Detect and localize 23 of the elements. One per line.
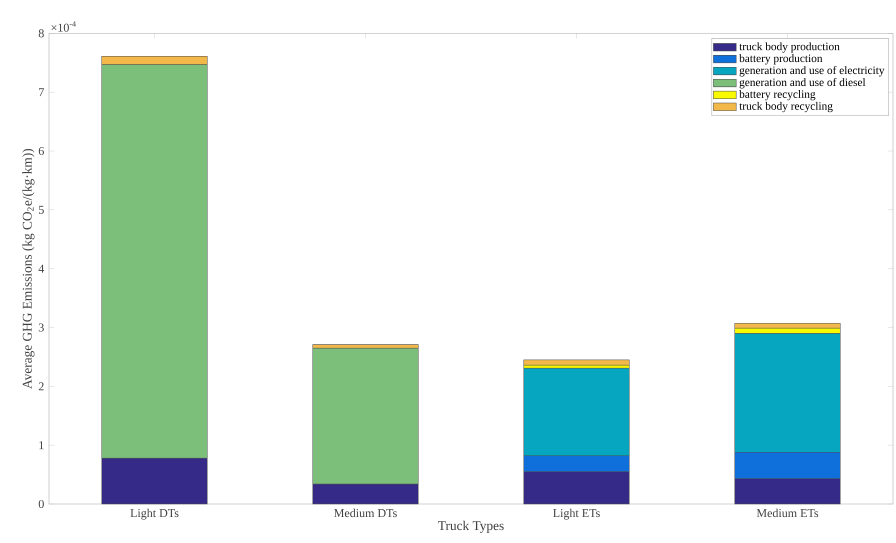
legend-label: battery recycling bbox=[739, 90, 816, 100]
y-tick-label: 4 bbox=[38, 264, 44, 273]
y-tick-label: 0 bbox=[38, 500, 44, 508]
legend-label: truck body recycling bbox=[739, 102, 833, 112]
x-tick-label: Medium ETs bbox=[756, 508, 818, 518]
x-tick-label: Light DTs bbox=[130, 508, 179, 520]
y-tick-label: 5 bbox=[38, 206, 44, 214]
y-tick-label: 2 bbox=[38, 382, 44, 390]
y-tick-label: 1 bbox=[39, 441, 44, 450]
x-tick-label: Light ETs bbox=[553, 508, 600, 520]
x-tick-label: Medium DTs bbox=[334, 508, 397, 518]
y-tick-label: 8 bbox=[38, 29, 44, 38]
y-tick-label: 6 bbox=[38, 146, 44, 156]
x-axis-title: Truck Types bbox=[438, 520, 504, 533]
bar bbox=[523, 360, 630, 366]
text: ×10$^{-4}$ bbox=[52, 21, 76, 32]
legend-label: truck body production bbox=[739, 42, 840, 53]
legend-label: generation and use of diesel bbox=[740, 78, 866, 88]
legend-label: battery production bbox=[739, 54, 822, 64]
legend-label: generation and use of electricity bbox=[740, 66, 884, 76]
y-tick-label: 7 bbox=[39, 88, 44, 96]
y-tick-label: 3 bbox=[38, 323, 44, 332]
y-axis-title: Average GHG Emissions (kg CO$_{2}$e/(kg·km)) bbox=[22, 148, 34, 389]
